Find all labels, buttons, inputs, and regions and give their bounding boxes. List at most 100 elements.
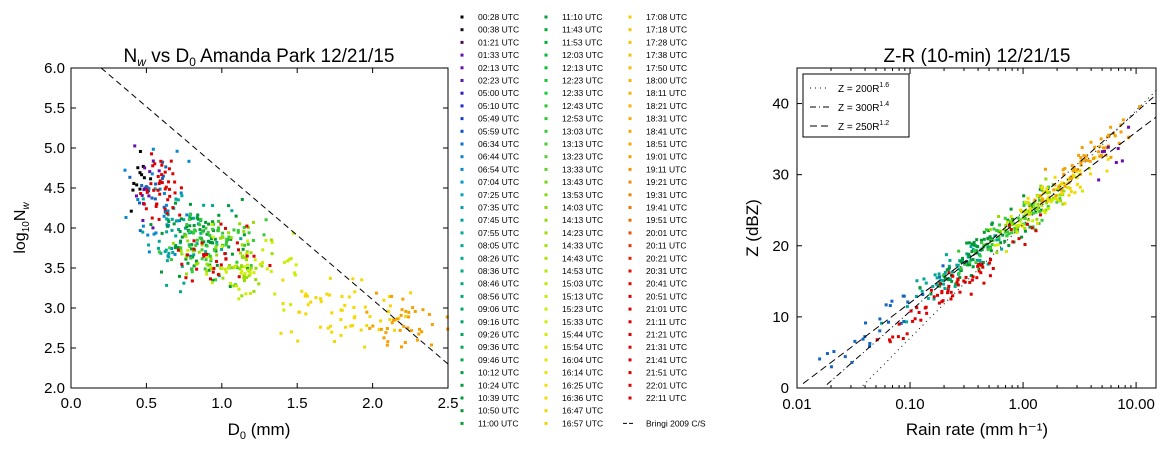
scatter-point <box>211 227 215 231</box>
scatter-point <box>986 245 990 249</box>
scatter-point <box>1040 185 1044 189</box>
legend-marker <box>544 231 548 235</box>
scatter-point <box>158 192 162 196</box>
legend-marker <box>628 383 632 387</box>
scatter-point <box>190 247 194 251</box>
scatter-point <box>157 182 161 186</box>
scatter-point <box>196 217 200 221</box>
scatter-point <box>1000 247 1004 251</box>
scatter-point <box>999 241 1003 245</box>
scatter-point <box>959 267 963 271</box>
scatter-point <box>136 198 140 202</box>
scatter-point <box>1037 198 1041 202</box>
scatter-point <box>189 256 193 260</box>
scatter-point <box>961 256 965 260</box>
scatter-point <box>1089 140 1093 144</box>
legend-label: 19:01 UTC <box>646 152 687 162</box>
scatter-point <box>941 282 945 286</box>
scatter-point <box>138 149 142 153</box>
legend-label: 12:43 UTC <box>562 101 603 111</box>
scatter-point <box>1026 196 1030 200</box>
scatter-point <box>190 270 194 274</box>
scatter-point <box>1046 188 1050 192</box>
scatter-point <box>140 193 144 197</box>
scatter-point <box>982 237 986 241</box>
legend-marker <box>460 320 464 324</box>
scatter-point <box>179 249 183 253</box>
scatter-point <box>165 217 169 221</box>
scatter-point <box>165 283 169 287</box>
scatter-point <box>1062 172 1066 176</box>
scatter-point <box>254 278 258 282</box>
scatter-point <box>896 335 900 339</box>
scatter-point <box>165 223 169 227</box>
scatter-point <box>157 239 161 243</box>
scatter-point <box>167 251 171 255</box>
scatter-point <box>409 291 413 295</box>
scatter-point <box>941 279 945 283</box>
legend-entry: 19:31 UTC <box>628 190 687 200</box>
legend-entry: 09:26 UTC <box>460 330 519 340</box>
scatter-point <box>168 194 172 198</box>
scatter-point <box>248 272 252 276</box>
right-x-axis-label: Rain rate (mm h⁻¹) <box>906 420 1048 439</box>
scatter-point <box>208 241 212 245</box>
scatter-point <box>832 350 836 354</box>
legend-marker <box>628 104 632 108</box>
scatter-point <box>229 281 233 285</box>
scatter-point <box>211 235 215 239</box>
legend-entry: 18:21 UTC <box>628 101 687 111</box>
scatter-point <box>1105 135 1109 139</box>
scatter-point <box>171 250 175 254</box>
scatter-point <box>339 318 343 322</box>
legend-entry: 11:53 UTC <box>544 37 602 47</box>
legend-marker <box>544 53 548 57</box>
scatter-point <box>167 220 171 224</box>
legend-label: 17:28 UTC <box>646 37 687 47</box>
scatter-point <box>1086 159 1090 163</box>
scatter-point <box>212 266 216 270</box>
scatter-point <box>252 254 256 258</box>
scatter-point <box>174 234 178 238</box>
legend-marker <box>460 383 464 387</box>
scatter-point <box>260 264 264 268</box>
scatter-point <box>1062 189 1066 193</box>
scatter-point <box>988 261 992 265</box>
legend-entry: 14:23 UTC <box>544 228 603 238</box>
scatter-point <box>188 202 192 206</box>
scatter-point <box>1092 156 1096 160</box>
legend-marker <box>544 421 548 425</box>
legend-marker <box>628 294 632 298</box>
scatter-point <box>1006 220 1010 224</box>
scatter-point <box>150 152 154 156</box>
scatter-point <box>933 273 937 277</box>
scatter-point <box>1058 193 1062 197</box>
scatter-point <box>829 365 833 369</box>
scatter-point <box>897 322 901 326</box>
y-tick-label: 6.0 <box>44 60 65 77</box>
scatter-point <box>968 280 972 284</box>
scatter-point <box>195 242 199 246</box>
scatter-point <box>332 339 336 343</box>
scatter-point <box>232 284 236 288</box>
legend-entry: 21:21 UTC <box>628 330 687 340</box>
scatter-point <box>905 332 909 336</box>
scatter-point <box>1004 230 1008 234</box>
legend-label: 18:00 UTC <box>646 76 687 86</box>
scatter-point <box>363 305 367 309</box>
scatter-point <box>992 227 996 231</box>
scatter-point <box>240 243 244 247</box>
legend-label: 06:44 UTC <box>478 152 519 162</box>
scatter-point <box>165 211 169 215</box>
scatter-point <box>184 276 188 280</box>
scatter-point <box>186 261 190 265</box>
scatter-point <box>141 197 145 201</box>
scatter-point <box>1060 192 1064 196</box>
scatter-point <box>970 242 974 246</box>
scatter-point <box>385 326 389 330</box>
scatter-point <box>988 235 992 239</box>
scatter-point <box>198 228 202 232</box>
scatter-point <box>147 243 151 247</box>
scatter-point <box>965 260 969 264</box>
scatter-point <box>957 249 961 253</box>
